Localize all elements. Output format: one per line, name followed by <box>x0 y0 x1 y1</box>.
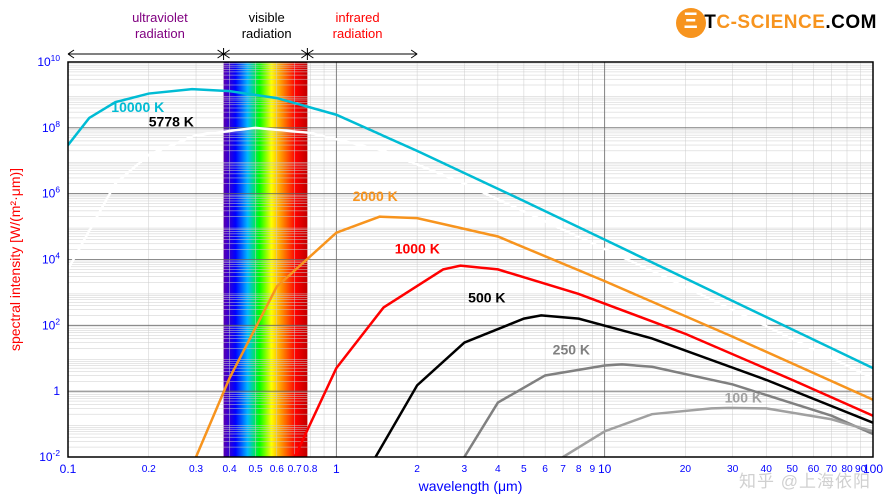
svg-text:2000 K: 2000 K <box>353 188 398 204</box>
svg-text:20: 20 <box>680 464 692 475</box>
svg-text:4: 4 <box>495 464 501 475</box>
svg-text:radiation: radiation <box>333 26 383 41</box>
svg-text:ultraviolet: ultraviolet <box>132 10 188 25</box>
svg-text:10: 10 <box>598 462 612 476</box>
svg-text:104: 104 <box>42 251 60 267</box>
svg-text:0.1: 0.1 <box>60 462 77 476</box>
svg-text:0.2: 0.2 <box>142 464 156 475</box>
svg-text:102: 102 <box>42 316 60 332</box>
svg-text:1: 1 <box>53 384 60 398</box>
svg-text:2: 2 <box>414 464 420 475</box>
svg-text:0.6: 0.6 <box>270 464 284 475</box>
svg-text:1: 1 <box>333 462 340 476</box>
svg-text:6: 6 <box>542 464 548 475</box>
brand-logo: ΞTC-SCIENCE.COM <box>676 8 877 38</box>
svg-text:wavelength (μm): wavelength (μm) <box>418 478 523 494</box>
svg-text:500 K: 500 K <box>468 289 505 305</box>
svg-text:infrared: infrared <box>336 10 380 25</box>
svg-text:0.8: 0.8 <box>303 464 317 475</box>
svg-text:100 K: 100 K <box>725 390 762 406</box>
svg-text:9: 9 <box>590 464 596 475</box>
logo-mid: C-SCIENCE <box>716 12 825 33</box>
svg-text:7: 7 <box>560 464 566 475</box>
svg-text:8: 8 <box>576 464 582 475</box>
svg-text:1010: 1010 <box>37 53 60 69</box>
svg-text:250 K: 250 K <box>553 341 590 357</box>
svg-text:5: 5 <box>521 464 527 475</box>
svg-text:0.5: 0.5 <box>248 464 262 475</box>
spectral-intensity-chart: 10-2110210410610810100.11101000.20.30.40… <box>0 0 889 500</box>
svg-text:0.7: 0.7 <box>288 464 302 475</box>
svg-text:30: 30 <box>727 464 739 475</box>
svg-text:spectral intensity [W/(m²·μm)]: spectral intensity [W/(m²·μm)] <box>7 168 23 351</box>
svg-text:0.4: 0.4 <box>222 464 236 475</box>
logo-post: .COM <box>825 12 877 33</box>
logo-pre: T <box>704 12 716 33</box>
svg-text:radiation: radiation <box>242 26 292 41</box>
svg-text:108: 108 <box>42 119 60 135</box>
svg-text:10-2: 10-2 <box>39 448 60 464</box>
svg-text:visible: visible <box>249 10 285 25</box>
svg-text:106: 106 <box>42 185 60 201</box>
svg-text:5778 K: 5778 K <box>149 113 194 129</box>
svg-text:radiation: radiation <box>135 26 185 41</box>
logo-e: Ξ <box>684 8 699 33</box>
watermark: 知乎 @上海依阳 <box>739 467 871 492</box>
svg-text:0.3: 0.3 <box>189 464 203 475</box>
svg-text:3: 3 <box>462 464 468 475</box>
svg-text:1000 K: 1000 K <box>395 241 440 257</box>
